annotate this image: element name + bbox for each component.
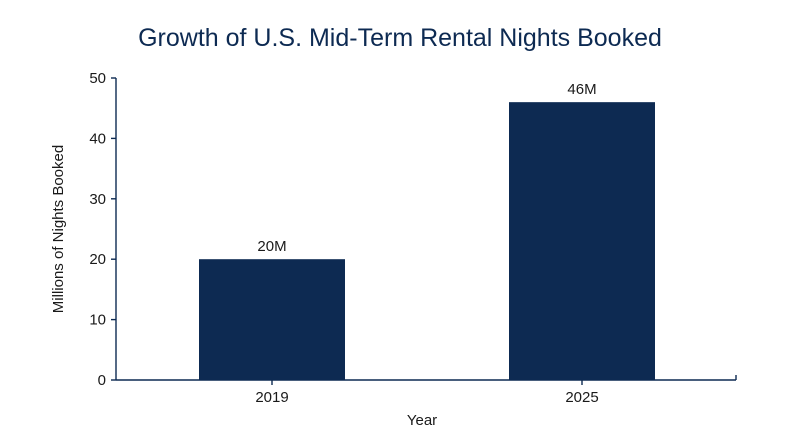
x-axis-title: Year (407, 412, 437, 429)
data-labels: 20M 46M (257, 81, 596, 255)
y-tick-label: 20 (89, 251, 106, 268)
y-tick-label: 30 (89, 191, 106, 208)
y-tick-label: 0 (98, 372, 106, 389)
data-label: 20M (257, 238, 286, 255)
y-tick-label: 10 (89, 312, 106, 329)
x-tick-label: 2025 (565, 389, 598, 406)
x-tick-label: 2019 (255, 389, 288, 406)
bars (199, 102, 655, 380)
y-tick-label: 40 (89, 130, 106, 147)
y-axis: 0 10 20 30 40 50 (89, 70, 117, 389)
data-label: 46M (567, 81, 596, 98)
bar-2025 (509, 102, 655, 380)
bar-2019 (199, 259, 345, 380)
y-axis-title: Millions of Nights Booked (50, 145, 67, 313)
chart-title: Growth of U.S. Mid-Term Rental Nights Bo… (138, 24, 662, 52)
y-tick-label: 50 (89, 70, 106, 87)
